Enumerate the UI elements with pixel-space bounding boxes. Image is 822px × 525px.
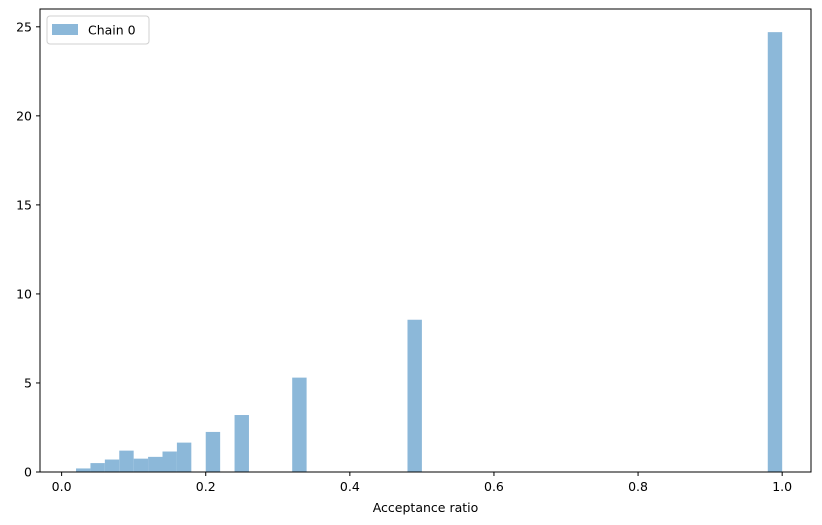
y-tick-label-3: 15 — [16, 197, 32, 212]
x-tick-label-4: 0.8 — [628, 479, 648, 494]
x-axis-label: Acceptance ratio — [373, 500, 479, 515]
histogram-bar-6 — [162, 451, 177, 472]
histogram-bar-1 — [90, 463, 105, 472]
legend-entry-chain-0: Chain 0 — [88, 23, 136, 38]
histogram-bar-5 — [148, 456, 163, 472]
histogram-bar-8 — [205, 431, 221, 472]
x-tick-label-2: 0.4 — [340, 479, 360, 494]
y-tick-label-5: 25 — [16, 19, 32, 34]
histogram-bar-10 — [292, 377, 307, 472]
histogram-bar-0 — [76, 468, 91, 472]
legend: Chain 0 — [46, 15, 150, 45]
bars-group — [76, 32, 783, 473]
x-tick-label-3: 0.6 — [484, 479, 504, 494]
y-axis-ticks: 0 5 10 15 20 25 — [16, 19, 40, 480]
y-tick-label-4: 20 — [16, 108, 32, 123]
y-tick-label-2: 10 — [16, 286, 32, 301]
histogram-bar-2 — [104, 459, 120, 472]
histogram-bar-9 — [234, 415, 249, 472]
x-tick-label-0: 0.0 — [52, 479, 72, 494]
plot-frame — [39, 8, 812, 473]
y-tick-label-0: 0 — [24, 465, 32, 480]
x-tick-label-1: 0.2 — [196, 479, 216, 494]
histogram-bar-4 — [133, 458, 149, 472]
histogram-bar-12 — [767, 32, 783, 473]
y-tick-label-1: 5 — [24, 375, 32, 390]
histogram-bar-11 — [407, 319, 422, 472]
histogram-bar-7 — [176, 442, 192, 472]
histogram-bar-3 — [119, 450, 134, 472]
legend-swatch — [52, 24, 78, 35]
x-tick-label-5: 1.0 — [772, 479, 792, 494]
legend-box — [46, 15, 150, 45]
x-axis-ticks: 0.0 0.2 0.4 0.6 0.8 1.0 — [52, 472, 792, 494]
